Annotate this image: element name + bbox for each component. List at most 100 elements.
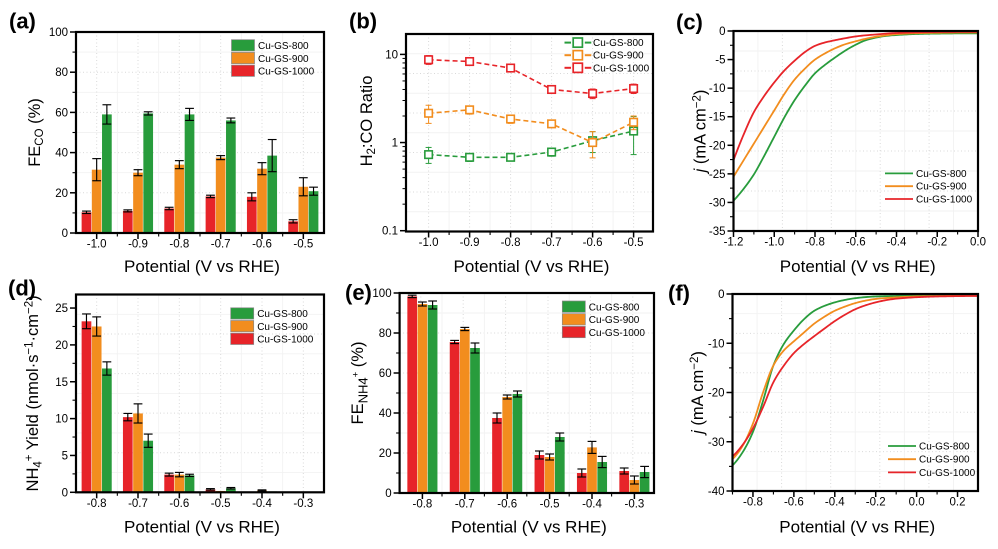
svg-text:-0.7: -0.7 — [455, 499, 475, 511]
svg-text:-0.2: -0.2 — [927, 237, 947, 249]
svg-text:Cu-GS-1000: Cu-GS-1000 — [589, 328, 646, 339]
svg-text:0: 0 — [62, 487, 68, 499]
svg-text:0: 0 — [385, 488, 391, 500]
svg-text:Potential (V vs RHE): Potential (V vs RHE) — [454, 257, 610, 276]
svg-text:Potential (V vs RHE): Potential (V vs RHE) — [780, 257, 936, 276]
svg-text:20: 20 — [379, 448, 392, 460]
svg-text:-10: -10 — [709, 83, 726, 95]
svg-text:-0.4: -0.4 — [887, 237, 907, 249]
svg-text:Cu-GS-900: Cu-GS-900 — [593, 51, 644, 62]
svg-text:0.2: 0.2 — [950, 497, 966, 509]
svg-text:Potential (V vs RHE): Potential (V vs RHE) — [779, 518, 935, 537]
svg-text:40: 40 — [379, 408, 392, 420]
svg-text:Cu-GS-800: Cu-GS-800 — [593, 38, 644, 49]
svg-text:NH4+ Yield (nmol·s−1·cm−2): NH4+ Yield (nmol·s−1·cm−2) — [24, 295, 45, 491]
svg-text:(f): (f) — [668, 281, 690, 306]
svg-text:Cu-GS-900: Cu-GS-900 — [919, 455, 970, 466]
svg-text:25: 25 — [55, 303, 68, 315]
svg-text:-0.6: -0.6 — [846, 237, 866, 249]
svg-text:-30: -30 — [708, 437, 725, 449]
svg-text:Potential (V vs RHE): Potential (V vs RHE) — [451, 518, 607, 537]
svg-text:-0.3: -0.3 — [293, 498, 313, 510]
svg-text:(a): (a) — [9, 9, 36, 34]
svg-text:-0.5: -0.5 — [540, 499, 560, 511]
svg-text:Cu-GS-1000: Cu-GS-1000 — [258, 67, 315, 78]
svg-text:j (mA cm−2): j (mA cm−2) — [689, 351, 707, 436]
svg-text:-5: -5 — [715, 55, 725, 67]
svg-text:j (mA cm−2): j (mA cm−2) — [692, 90, 710, 175]
svg-text:0: 0 — [719, 26, 725, 38]
svg-text:Cu-GS-800: Cu-GS-800 — [916, 169, 967, 180]
svg-text:Cu-GS-1000: Cu-GS-1000 — [919, 468, 976, 479]
svg-text:-0.8: -0.8 — [501, 237, 521, 249]
svg-text:-10: -10 — [708, 338, 725, 350]
svg-text:-0.6: -0.6 — [784, 497, 804, 509]
svg-text:-0.8: -0.8 — [805, 237, 825, 249]
svg-text:100: 100 — [49, 27, 68, 39]
svg-text:0: 0 — [718, 289, 724, 301]
svg-text:-0.8: -0.8 — [169, 239, 189, 251]
svg-text:FECO (%): FECO (%) — [26, 98, 46, 167]
svg-text:0.1: 0.1 — [382, 226, 398, 238]
svg-text:-0.8: -0.8 — [743, 497, 763, 509]
svg-text:-1.0: -1.0 — [419, 237, 439, 249]
svg-text:0.0: 0.0 — [970, 237, 986, 249]
svg-text:Cu-GS-800: Cu-GS-800 — [919, 441, 970, 452]
svg-text:5: 5 — [62, 450, 68, 462]
svg-text:Potential (V vs RHE): Potential (V vs RHE) — [124, 257, 280, 276]
svg-text:-1.0: -1.0 — [764, 237, 784, 249]
svg-text:-30: -30 — [709, 197, 726, 209]
svg-text:Cu-GS-800: Cu-GS-800 — [257, 309, 308, 320]
svg-text:-0.3: -0.3 — [624, 499, 644, 511]
svg-text:80: 80 — [55, 67, 68, 79]
svg-text:-0.7: -0.7 — [542, 237, 562, 249]
svg-text:-20: -20 — [708, 388, 725, 400]
svg-text:-0.5: -0.5 — [211, 498, 231, 510]
svg-text:(e): (e) — [345, 280, 372, 305]
svg-text:60: 60 — [379, 368, 392, 380]
svg-text:Cu-GS-1000: Cu-GS-1000 — [593, 63, 650, 74]
svg-text:-0.5: -0.5 — [293, 239, 313, 251]
svg-text:100: 100 — [372, 288, 391, 300]
svg-text:-0.6: -0.6 — [169, 498, 189, 510]
svg-text:-0.8: -0.8 — [87, 498, 107, 510]
svg-text:0: 0 — [62, 228, 68, 240]
svg-text:-0.4: -0.4 — [582, 499, 602, 511]
svg-text:-15: -15 — [709, 112, 726, 124]
svg-text:(c): (c) — [676, 10, 703, 35]
svg-text:-0.9: -0.9 — [460, 237, 480, 249]
svg-text:Cu-GS-900: Cu-GS-900 — [257, 322, 308, 333]
svg-text:Cu-GS-800: Cu-GS-800 — [258, 41, 309, 52]
svg-text:-0.6: -0.6 — [497, 499, 517, 511]
svg-text:-35: -35 — [709, 226, 726, 238]
svg-text:-0.9: -0.9 — [128, 239, 148, 251]
svg-text:-40: -40 — [708, 486, 725, 498]
svg-text:Cu-GS-1000: Cu-GS-1000 — [916, 194, 973, 205]
svg-text:-0.4: -0.4 — [825, 497, 845, 509]
svg-text:-0.2: -0.2 — [866, 497, 886, 509]
svg-text:(d): (d) — [8, 276, 36, 301]
svg-text:Cu-GS-800: Cu-GS-800 — [589, 302, 640, 313]
svg-text:10: 10 — [55, 414, 68, 426]
svg-text:Cu-GS-1000: Cu-GS-1000 — [257, 335, 314, 346]
svg-text:-0.6: -0.6 — [583, 237, 603, 249]
svg-text:15: 15 — [55, 377, 68, 389]
svg-text:10: 10 — [385, 49, 398, 61]
svg-text:-0.5: -0.5 — [624, 237, 644, 249]
svg-text:20: 20 — [55, 340, 68, 352]
svg-text:-1.0: -1.0 — [87, 239, 107, 251]
svg-text:Potential (V vs RHE): Potential (V vs RHE) — [124, 518, 280, 537]
svg-text:40: 40 — [55, 148, 68, 160]
svg-text:Cu-GS-900: Cu-GS-900 — [916, 182, 967, 193]
svg-text:1: 1 — [392, 138, 398, 150]
svg-text:-25: -25 — [709, 169, 726, 181]
svg-text:-20: -20 — [709, 140, 726, 152]
svg-text:-0.8: -0.8 — [412, 499, 432, 511]
svg-text:-1.2: -1.2 — [724, 237, 744, 249]
svg-text:Cu-GS-900: Cu-GS-900 — [258, 54, 309, 65]
svg-text:-0.7: -0.7 — [211, 239, 231, 251]
svg-text:80: 80 — [379, 328, 392, 340]
svg-text:-0.7: -0.7 — [128, 498, 148, 510]
svg-text:Cu-GS-900: Cu-GS-900 — [589, 315, 640, 326]
svg-text:H2:CO Ratio: H2:CO Ratio — [358, 76, 378, 167]
